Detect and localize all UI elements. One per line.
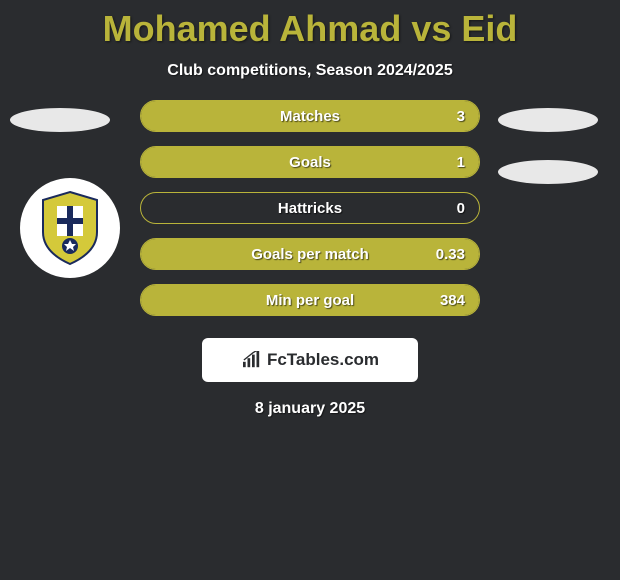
stat-value: 0.33: [436, 246, 465, 263]
stat-label: Matches: [141, 108, 479, 125]
stat-bar-hattricks: Hattricks 0: [140, 192, 480, 224]
stat-bar-min-per-goal: Min per goal 384: [140, 284, 480, 316]
player-avatar-left: [10, 108, 110, 132]
stat-value: 3: [457, 108, 465, 125]
page-title: Mohamed Ahmad vs Eid: [0, 0, 620, 50]
stat-label: Goals: [141, 154, 479, 171]
stat-bar-goals: Goals 1: [140, 146, 480, 178]
bar-chart-icon: [241, 351, 263, 369]
player-avatar-right-1: [498, 108, 598, 132]
stat-label: Hattricks: [141, 200, 479, 217]
stat-label: Goals per match: [141, 246, 479, 263]
stat-value: 1: [457, 154, 465, 171]
stat-bar-matches: Matches 3: [140, 100, 480, 132]
stat-value: 384: [440, 292, 465, 309]
shield-icon: [37, 190, 103, 266]
subtitle: Club competitions, Season 2024/2025: [0, 62, 620, 80]
player-avatar-right-2: [498, 160, 598, 184]
stats-container: Matches 3 Goals 1 Hattricks 0 Goals per …: [140, 100, 480, 330]
club-badge: [20, 178, 120, 278]
stat-value: 0: [457, 200, 465, 217]
date-text: 8 january 2025: [0, 400, 620, 418]
stat-label: Min per goal: [141, 292, 479, 309]
fctables-link[interactable]: FcTables.com: [202, 338, 418, 382]
stat-bar-goals-per-match: Goals per match 0.33: [140, 238, 480, 270]
fctables-label: FcTables.com: [267, 350, 379, 370]
